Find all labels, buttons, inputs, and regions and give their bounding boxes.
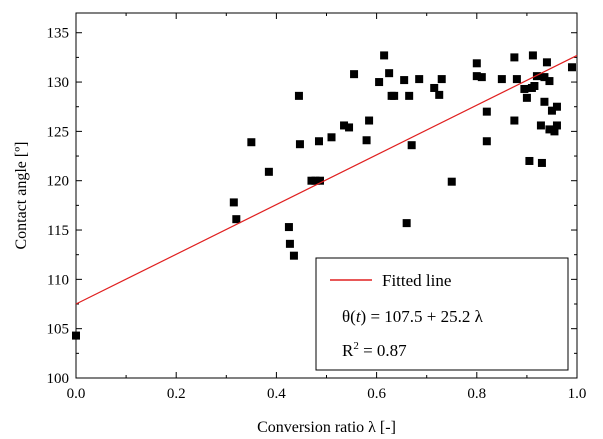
data-point (477, 73, 486, 82)
data-point (415, 75, 424, 84)
x-tick-label: 1.0 (568, 386, 587, 402)
data-point (522, 93, 531, 102)
data-point (567, 63, 576, 72)
data-point (512, 75, 521, 84)
data-point (315, 176, 324, 185)
axes: 0.0 0.2 0.4 0.6 0.8 1.0 100 105 110 115 120 125 130 1… (47, 12, 587, 402)
data-point (550, 127, 559, 136)
data-point (530, 82, 539, 90)
x-tick-label: 0.8 (467, 386, 486, 402)
data-point (284, 223, 293, 232)
y-tick-label: 115 (47, 223, 69, 239)
data-point (314, 137, 323, 146)
x-tick-label: 0.2 (167, 386, 186, 402)
data-point (72, 331, 80, 340)
data-points (72, 51, 576, 340)
data-point (430, 83, 439, 92)
data-point (294, 91, 303, 100)
legend-label: Fitted line (382, 271, 451, 290)
y-tick-label: 105 (47, 322, 70, 338)
data-point (375, 78, 384, 87)
data-point (400, 76, 409, 85)
data-point (542, 58, 551, 67)
data-point (472, 59, 481, 68)
data-point (365, 116, 374, 125)
data-point (350, 70, 359, 79)
data-point (407, 141, 416, 150)
fit-line-group (75, 54, 578, 305)
y-axis-title: Contact angle [º] (13, 141, 30, 249)
data-point (229, 198, 238, 207)
data-point (540, 73, 549, 82)
data-point (437, 75, 446, 84)
x-tick-label: 0.4 (267, 386, 286, 402)
data-point (536, 121, 545, 130)
legend: Fitted line θ(t) = 107.5 + 25.2 λ R2 = 0.8… (315, 257, 569, 371)
data-point (532, 72, 541, 81)
y-tick-label: 130 (47, 75, 70, 91)
data-point (307, 176, 316, 185)
data-point (528, 51, 537, 60)
data-point (402, 219, 411, 228)
data-point (447, 177, 456, 186)
x-axis-title: Conversion ratio λ [-] (257, 419, 396, 436)
y-tick-label: 100 (47, 371, 70, 387)
data-point (520, 84, 529, 93)
data-point (540, 97, 549, 106)
data-point (552, 102, 561, 111)
data-point (327, 133, 336, 142)
data-point (552, 121, 561, 130)
data-point (525, 156, 534, 165)
data-point (285, 239, 294, 248)
data-point (497, 75, 506, 84)
data-point (247, 138, 256, 147)
x-tick-label: 0.6 (367, 386, 386, 402)
data-point (482, 137, 491, 146)
data-point (537, 158, 546, 167)
data-point (510, 53, 519, 62)
data-point (547, 106, 556, 115)
data-point (390, 91, 399, 100)
data-point (345, 123, 354, 132)
data-point (435, 90, 444, 99)
data-point (510, 116, 519, 125)
fit-equation: θ(t) = 107.5 + 25.2 λ (342, 307, 484, 326)
data-point (472, 72, 481, 81)
r-squared: R2 = 0.87 (342, 340, 407, 360)
y-tick-label: 110 (47, 272, 69, 288)
data-point (482, 107, 491, 116)
fitted-line (75, 54, 578, 305)
data-point (380, 51, 389, 60)
y-tick-label: 135 (47, 26, 70, 42)
data-point (545, 125, 554, 134)
legend-box (315, 257, 569, 371)
y-tick-label: 120 (47, 174, 70, 190)
data-point (289, 251, 298, 260)
data-point (232, 215, 241, 224)
data-point (311, 176, 320, 185)
data-point (362, 136, 371, 145)
x-tick-label: 0.0 (67, 386, 86, 402)
data-point (264, 167, 273, 176)
data-point (295, 140, 304, 149)
data-point (545, 77, 554, 86)
data-point (340, 121, 349, 130)
data-point (385, 69, 394, 78)
data-point (405, 91, 414, 100)
y-tick-label: 125 (47, 124, 70, 140)
